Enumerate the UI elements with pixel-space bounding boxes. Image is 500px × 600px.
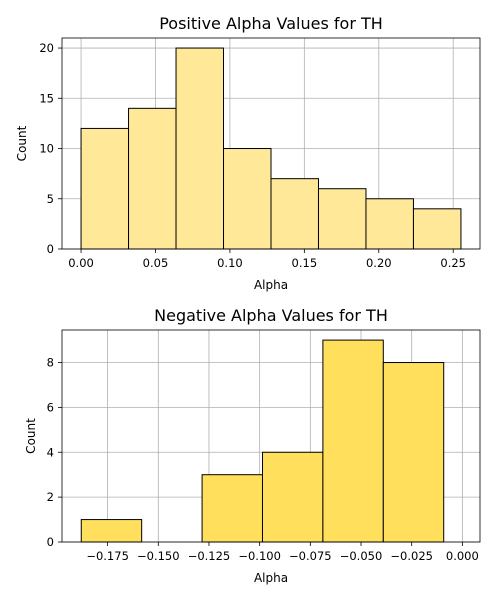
x-tick-label: −0.125 — [188, 549, 231, 563]
y-axis-ticks: 0 2 4 6 8 — [47, 356, 62, 549]
x-axis-label: Alpha — [254, 278, 288, 292]
x-tick-label: 0.20 — [366, 256, 392, 270]
y-tick-label: 20 — [39, 41, 54, 55]
x-tick-label: 0.05 — [143, 256, 169, 270]
histogram-bar — [317, 188, 367, 250]
y-axis-label: Count — [24, 418, 38, 454]
chart-title: Positive Alpha Values for TH — [159, 14, 383, 33]
histogram-bar — [382, 362, 445, 543]
y-axis-ticks: 0 5 10 15 20 — [39, 41, 62, 256]
y-tick-label: 15 — [39, 91, 54, 105]
histogram-bar — [80, 519, 143, 543]
x-tick-label: 0.000 — [446, 549, 479, 563]
x-tick-label: −0.100 — [238, 549, 281, 563]
histogram-bar — [412, 208, 462, 250]
y-tick-label: 6 — [47, 400, 54, 414]
histogram-bar — [261, 451, 324, 543]
y-tick-label: 0 — [47, 242, 54, 256]
x-tick-label: 0.25 — [440, 256, 466, 270]
histogram-bar — [80, 127, 130, 250]
x-tick-label: 0.10 — [217, 256, 243, 270]
y-tick-label: 8 — [47, 356, 54, 370]
x-tick-label: −0.025 — [390, 549, 433, 563]
y-tick-label: 2 — [47, 490, 54, 504]
y-tick-label: 4 — [47, 445, 54, 459]
x-tick-label: 0.00 — [68, 256, 94, 270]
y-axis-label: Count — [15, 125, 29, 161]
x-axis-ticks: −0.175 −0.150 −0.125 −0.100 −0.075 −0.050 −0.0… — [86, 542, 479, 563]
histogram-bars — [80, 339, 445, 543]
x-axis-ticks: 0.00 0.05 0.10 0.15 0.20 0.25 — [68, 249, 466, 270]
histogram-bar — [322, 339, 384, 543]
histogram-bar — [365, 198, 414, 250]
x-tick-label: −0.050 — [340, 549, 383, 563]
x-tick-label: −0.075 — [289, 549, 332, 563]
x-tick-label: −0.175 — [86, 549, 129, 563]
y-tick-label: 5 — [47, 192, 54, 206]
plot-frame — [61, 37, 481, 250]
histogram-bar — [175, 47, 225, 250]
positive-alpha-chart: Positive Alpha Values for TH 0.00 0.05 0.1… — [15, 14, 481, 292]
y-tick-label: 0 — [47, 535, 54, 549]
plot-frame — [61, 329, 481, 543]
y-tick-label: 10 — [39, 142, 54, 156]
histogram-bars — [80, 47, 462, 250]
histogram-bar — [223, 148, 272, 250]
negative-alpha-chart: Negative Alpha Values for TH −0.175 −0.15… — [24, 306, 481, 585]
histogram-bar — [128, 107, 177, 250]
x-tick-label: −0.150 — [137, 549, 180, 563]
histogram-bar — [270, 178, 319, 250]
x-axis-label: Alpha — [254, 571, 288, 585]
chart-title: Negative Alpha Values for TH — [154, 306, 388, 325]
x-tick-label: 0.15 — [292, 256, 318, 270]
histogram-bar — [201, 474, 263, 543]
